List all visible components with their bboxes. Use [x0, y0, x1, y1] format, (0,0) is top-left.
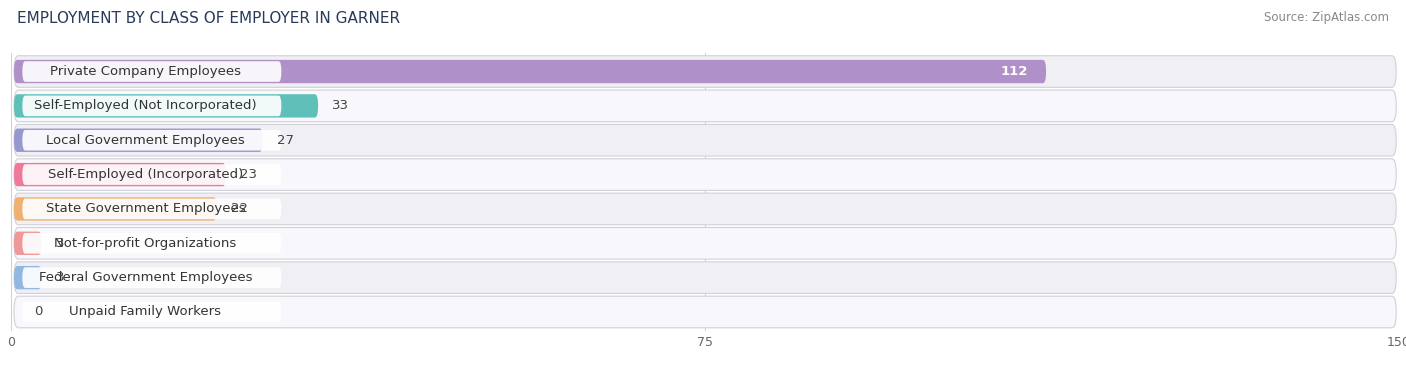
FancyBboxPatch shape [22, 267, 281, 288]
FancyBboxPatch shape [14, 90, 1396, 122]
Text: Not-for-profit Organizations: Not-for-profit Organizations [55, 237, 236, 250]
FancyBboxPatch shape [14, 124, 1396, 156]
Text: Self-Employed (Not Incorporated): Self-Employed (Not Incorporated) [34, 99, 257, 112]
Text: 27: 27 [277, 134, 294, 147]
Text: Local Government Employees: Local Government Employees [46, 134, 245, 147]
FancyBboxPatch shape [22, 61, 281, 82]
FancyBboxPatch shape [22, 96, 281, 116]
FancyBboxPatch shape [14, 227, 1396, 259]
Text: Unpaid Family Workers: Unpaid Family Workers [69, 305, 221, 318]
Text: Self-Employed (Incorporated): Self-Employed (Incorporated) [48, 168, 243, 181]
Text: 22: 22 [231, 202, 247, 215]
FancyBboxPatch shape [14, 296, 1396, 328]
FancyBboxPatch shape [14, 60, 1046, 83]
FancyBboxPatch shape [14, 262, 1396, 293]
Text: 23: 23 [240, 168, 257, 181]
FancyBboxPatch shape [22, 302, 281, 322]
FancyBboxPatch shape [14, 94, 318, 118]
FancyBboxPatch shape [14, 129, 263, 152]
Text: Private Company Employees: Private Company Employees [49, 65, 240, 78]
FancyBboxPatch shape [14, 163, 226, 186]
FancyBboxPatch shape [22, 130, 281, 150]
Text: 112: 112 [1000, 65, 1028, 78]
FancyBboxPatch shape [14, 266, 42, 289]
FancyBboxPatch shape [22, 199, 281, 219]
Text: 3: 3 [56, 237, 65, 250]
Text: 3: 3 [56, 271, 65, 284]
Text: State Government Employees: State Government Employees [45, 202, 245, 215]
FancyBboxPatch shape [22, 164, 281, 185]
FancyBboxPatch shape [14, 232, 42, 255]
FancyBboxPatch shape [14, 159, 1396, 190]
Text: Source: ZipAtlas.com: Source: ZipAtlas.com [1264, 11, 1389, 24]
Text: EMPLOYMENT BY CLASS OF EMPLOYER IN GARNER: EMPLOYMENT BY CLASS OF EMPLOYER IN GARNE… [17, 11, 399, 26]
FancyBboxPatch shape [14, 56, 1396, 87]
Text: Federal Government Employees: Federal Government Employees [38, 271, 252, 284]
FancyBboxPatch shape [14, 197, 217, 221]
Text: 0: 0 [34, 305, 42, 318]
FancyBboxPatch shape [22, 233, 281, 253]
Text: 33: 33 [332, 99, 349, 112]
FancyBboxPatch shape [14, 193, 1396, 225]
